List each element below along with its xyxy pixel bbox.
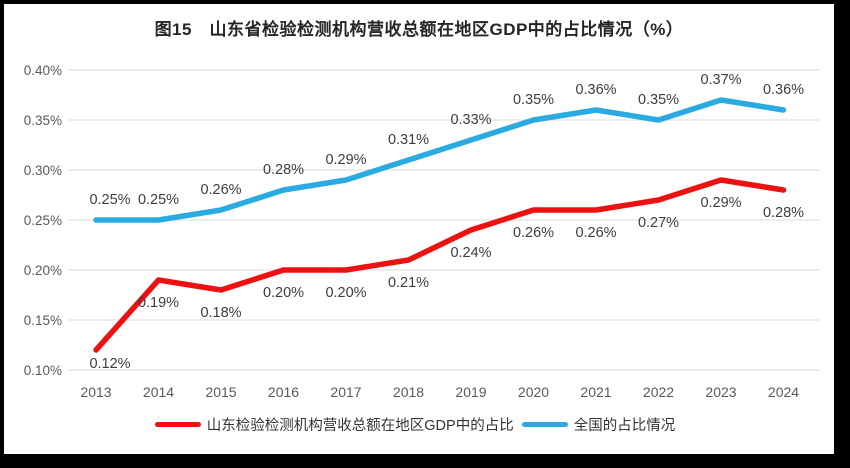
data-label: 0.26%: [513, 225, 554, 241]
y-tick-label: 0.35%: [24, 113, 62, 128]
data-label: 0.20%: [325, 285, 366, 301]
x-tick-label: 2022: [643, 384, 674, 400]
series-line-national: [93, 97, 787, 223]
data-label: 0.36%: [763, 82, 804, 98]
y-tick-label: 0.25%: [24, 213, 62, 228]
data-label: 0.25%: [138, 192, 179, 208]
x-tick-label: 2019: [455, 384, 486, 400]
y-tick-label: 0.30%: [24, 163, 62, 178]
data-label: 0.25%: [89, 192, 130, 208]
data-label: 0.26%: [575, 225, 616, 241]
data-label: 0.31%: [388, 132, 429, 148]
y-tick-label: 0.20%: [24, 263, 62, 278]
data-label: 0.37%: [700, 72, 741, 88]
data-label: 0.20%: [263, 285, 304, 301]
data-label: 0.36%: [575, 82, 616, 98]
legend-label-shandong: 山东检验检测机构营收总额在地区GDP中的占比: [206, 417, 514, 434]
chart-title: 图15 山东省检验检测机构营收总额在地区GDP中的占比情况（%）: [154, 20, 684, 39]
data-label: 0.28%: [763, 205, 804, 221]
y-tick-label: 0.40%: [24, 63, 62, 78]
data-label: 0.26%: [200, 182, 241, 198]
x-tick-label: 2020: [518, 384, 549, 400]
data-label: 0.29%: [700, 195, 741, 211]
data-label: 0.28%: [263, 162, 304, 178]
data-label: 0.21%: [388, 275, 429, 291]
series-line-shandong: [93, 177, 787, 353]
y-tick-label: 0.15%: [24, 313, 62, 328]
x-tick-label: 2014: [143, 384, 174, 400]
x-tick-label: 2024: [768, 384, 799, 400]
data-label: 0.35%: [513, 92, 554, 108]
legend-label-national: 全国的占比情况: [573, 417, 676, 434]
data-label: 0.19%: [138, 295, 179, 311]
x-tick-label: 2015: [205, 384, 236, 400]
data-label: 0.35%: [638, 92, 679, 108]
data-label: 0.33%: [450, 112, 491, 128]
legend-swatch-shandong: [154, 421, 201, 427]
data-label: 0.29%: [325, 152, 366, 168]
chart-legend: 山东检验检测机构营收总额在地区GDP中的占比 全国的占比情况: [4, 412, 834, 436]
y-tick-label: 0.10%: [24, 363, 62, 378]
data-label: 0.24%: [450, 245, 491, 261]
data-label: 0.27%: [638, 215, 679, 231]
x-tick-label: 2013: [80, 384, 111, 400]
x-tick-label: 2016: [268, 384, 299, 400]
x-tick-label: 2023: [705, 384, 736, 400]
data-label: 0.18%: [200, 305, 241, 321]
data-label: 0.12%: [89, 356, 130, 372]
x-tick-label: 2018: [393, 384, 424, 400]
legend-swatch-national: [521, 421, 568, 427]
x-tick-label: 2017: [330, 384, 361, 400]
x-tick-label: 2021: [580, 384, 611, 400]
line-chart-canvas: 0.10% 0.15% 0.20% 0.25% 0.30% 0.35% 0.40% 2013 2…: [24, 63, 820, 400]
